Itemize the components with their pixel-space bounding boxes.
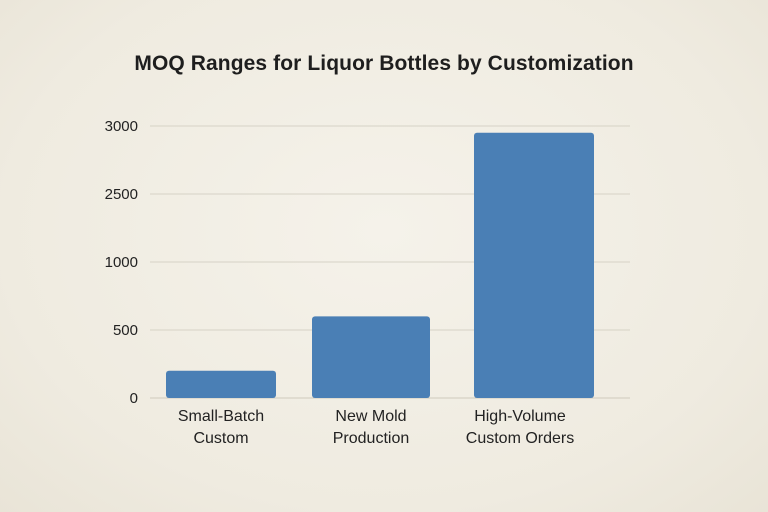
y-axis-ticks: 0 500 1000 2500 3000 [105, 118, 138, 407]
bar [312, 316, 430, 398]
y-tick-label: 500 [113, 322, 138, 339]
x-tick-label: Small-Batch Custom [178, 408, 264, 447]
x-tick-label: High-Volume Custom Orders [466, 408, 574, 447]
y-tick-label: 0 [130, 390, 138, 407]
x-tick-label-line: Production [333, 430, 410, 447]
x-tick-label-line: New Mold [335, 408, 406, 425]
chart-title: MOQ Ranges for Liquor Bottles by Customi… [134, 52, 634, 75]
y-tick-label: 3000 [105, 118, 138, 135]
bar [474, 132, 594, 399]
y-tick-label: 2500 [105, 186, 138, 203]
x-axis-ticks: Small-Batch Custom New Mold Production High-… [178, 408, 574, 447]
bar-layer [166, 132, 594, 399]
x-tick-label-line: Small-Batch [178, 408, 264, 425]
x-tick-label-line: Custom Orders [466, 430, 574, 447]
bar [166, 370, 276, 398]
x-tick-label-line: High-Volume [474, 408, 566, 425]
x-tick-label: New Mold Production [333, 408, 410, 447]
x-tick-label-line: Custom [193, 430, 248, 447]
y-tick-label: 1000 [105, 254, 138, 271]
